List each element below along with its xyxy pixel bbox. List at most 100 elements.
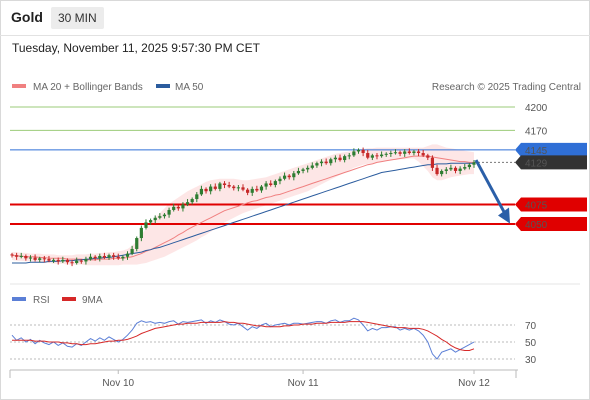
candle-body — [153, 217, 157, 221]
candle-body — [125, 253, 130, 257]
candle-body — [426, 155, 430, 158]
rsi-ma-line — [12, 321, 475, 351]
candle-body — [430, 157, 435, 168]
forecast-arrow-layer — [474, 159, 510, 224]
candle-body — [61, 259, 65, 262]
level-tag-4050 — [515, 217, 587, 231]
interval-badge[interactable]: 30 MIN — [51, 7, 104, 29]
candle-body — [292, 173, 296, 178]
x-tick-label: Nov 12 — [458, 378, 490, 389]
forecast-arrow-shaft — [474, 159, 508, 217]
candle-body — [195, 194, 199, 200]
candle-body — [250, 188, 254, 193]
ma20-line — [11, 155, 474, 261]
instrument-title: Gold — [11, 9, 43, 25]
rsi-ma-legend-swatch — [62, 297, 76, 301]
candle-body — [352, 151, 356, 156]
rsi-legend: RSI 9MA — [12, 295, 103, 306]
candle-body — [453, 167, 458, 171]
ma50-legend-swatch — [156, 84, 170, 88]
candle-body — [209, 186, 213, 192]
candle-body — [158, 216, 162, 218]
candle-body — [102, 255, 106, 258]
candle-body — [51, 259, 56, 261]
candle-body — [361, 149, 365, 154]
candle-body — [88, 256, 93, 260]
candle-body — [356, 149, 361, 152]
candle-body — [333, 157, 337, 160]
candle-body — [121, 256, 125, 259]
candle-body — [467, 164, 471, 168]
price-tags-layer: 4200 4170 4145 4075 4050 4129 — [515, 103, 587, 231]
candle-body — [343, 156, 347, 161]
rsi-panel: 70 50 30 — [10, 317, 537, 366]
candle-body — [222, 183, 227, 185]
candle-body — [236, 187, 240, 189]
candle-body — [139, 227, 143, 239]
candle-body — [306, 167, 310, 170]
candle-body — [199, 188, 204, 195]
candle-body — [278, 178, 282, 182]
candle-body — [75, 260, 79, 263]
candle-body — [130, 248, 134, 254]
candle-body — [319, 161, 324, 164]
candle-body — [93, 256, 97, 259]
candle-body — [135, 238, 139, 249]
candle-body — [56, 259, 60, 262]
candle-body — [403, 151, 407, 154]
candle-body — [301, 169, 305, 171]
candle-body — [407, 151, 411, 154]
candle-body — [412, 151, 416, 154]
x-tick-label: Nov 10 — [102, 378, 134, 389]
candle-body — [213, 186, 217, 189]
candle-body — [19, 255, 23, 257]
candle-body — [347, 155, 351, 157]
candle-body — [79, 260, 83, 262]
rsi-line — [11, 317, 475, 360]
ma20-legend-label: MA 20 + Bollinger Bands — [33, 82, 143, 93]
candle-body — [389, 153, 393, 155]
candle-body — [241, 187, 245, 190]
candle-body — [370, 155, 374, 158]
current-price-label: 4129 — [525, 158, 548, 169]
candle-body — [329, 159, 333, 164]
candle-body — [259, 186, 264, 191]
candle-body — [375, 155, 379, 157]
candle-body — [324, 161, 328, 164]
candle-body — [444, 169, 448, 171]
candle-body — [398, 152, 402, 154]
candle-body — [416, 151, 421, 154]
candle-body — [421, 153, 425, 156]
candle-body — [246, 189, 250, 193]
x-axis-ticks: Nov 10 Nov 11 Nov 12 — [102, 370, 490, 389]
candle-body — [380, 154, 384, 157]
candle-body — [472, 162, 476, 165]
timestamp: Tuesday, November 11, 2025 9:57:30 PM CE… — [12, 41, 260, 55]
rsi-legend-label: RSI — [33, 295, 50, 306]
candle-body — [144, 222, 148, 228]
candle-body — [282, 175, 287, 179]
level-tag-4075 — [515, 197, 587, 212]
chart-header: Gold 30 MIN — [0, 0, 590, 36]
candle-body — [287, 175, 291, 178]
candle-body — [98, 255, 102, 259]
rsi-ma-legend-label: 9MA — [82, 295, 103, 306]
candle-body — [107, 255, 111, 258]
level-lines-layer — [10, 106, 515, 225]
ma50-legend-label: MA 50 — [175, 82, 204, 93]
level-tag-label-4145: 4145 — [525, 146, 548, 157]
forecast-arrow-head — [498, 207, 510, 224]
header-divider — [0, 35, 590, 36]
candle-body — [366, 153, 370, 158]
candle-body — [273, 181, 277, 185]
candle-body — [24, 255, 28, 259]
candle-body — [70, 262, 74, 264]
level-tag-label-4075: 4075 — [525, 201, 548, 212]
candle-body — [65, 259, 70, 263]
x-tick-label: Nov 11 — [288, 378, 319, 389]
candle-body — [42, 258, 46, 260]
level-label-4170: 4170 — [525, 126, 548, 137]
candle-body — [15, 255, 19, 257]
candle-body — [463, 167, 467, 169]
